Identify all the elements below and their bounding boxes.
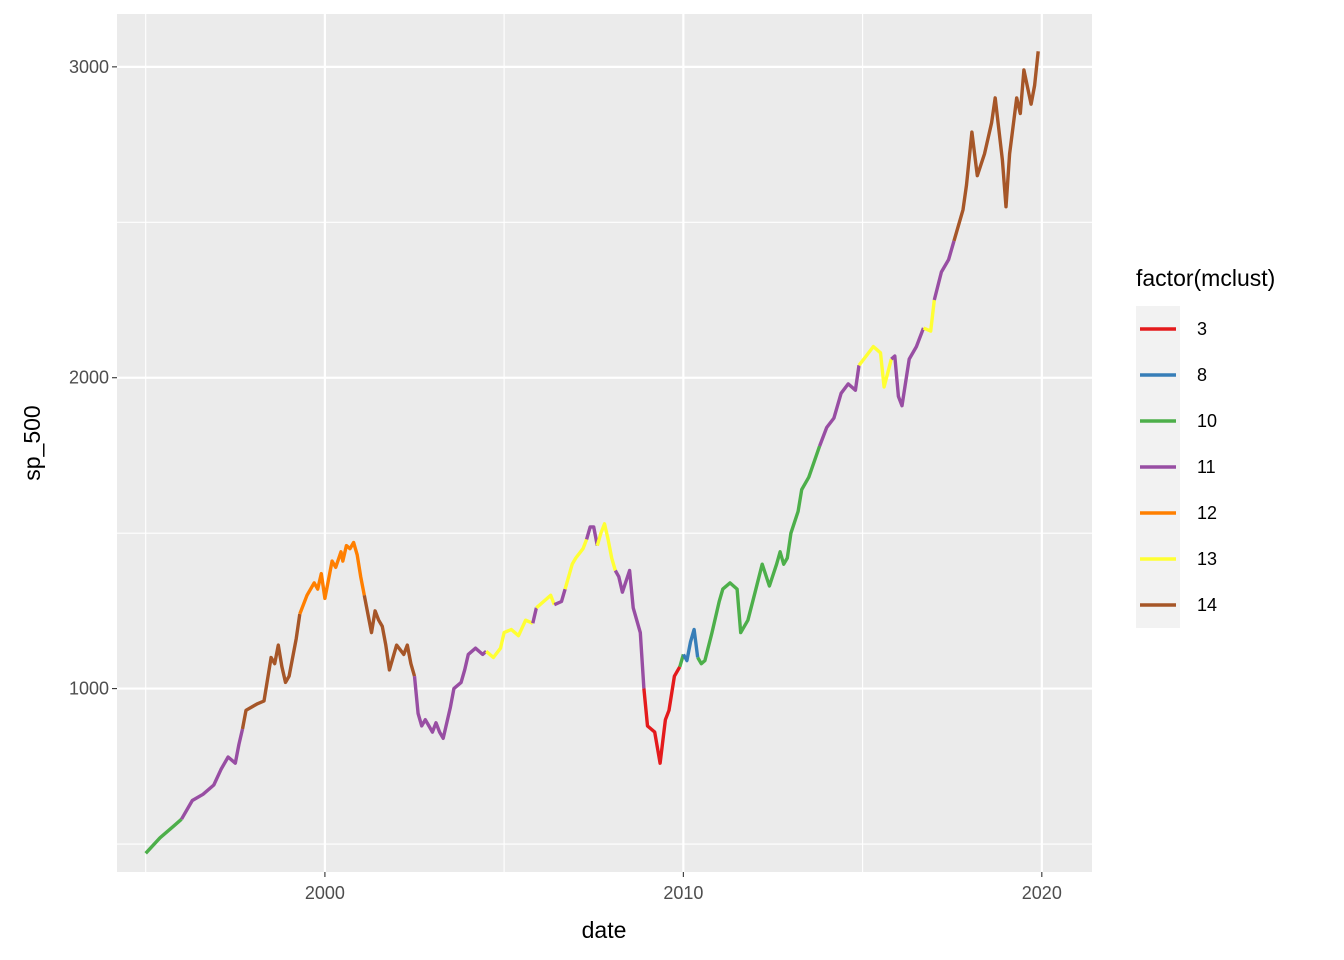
- series-line-cluster-13: [857, 344, 893, 389]
- legend: factor(mclust) 3 8 10 11 12 13 14: [1136, 265, 1275, 628]
- series-line-cluster-10: [144, 817, 183, 855]
- series-line-cluster-11: [932, 240, 956, 301]
- series-line-cluster-11: [412, 646, 488, 740]
- series-line-cluster-11: [553, 588, 567, 607]
- legend-label-12: 12: [1197, 503, 1217, 523]
- series-line-cluster-3: [642, 665, 682, 765]
- y-axis: 1000 2000 3000: [69, 57, 117, 699]
- series-line-cluster-13: [595, 522, 617, 571]
- series-line-cluster-11: [180, 728, 245, 821]
- x-axis: 2000 2010 2020: [305, 872, 1062, 903]
- legend-title: factor(mclust): [1136, 265, 1275, 291]
- legend-label-10: 10: [1197, 411, 1217, 431]
- series-line-cluster-14: [952, 51, 1040, 242]
- series-line-cluster-11: [584, 525, 599, 546]
- series-line-cluster-8: [681, 627, 700, 663]
- y-tick-label: 1000: [69, 679, 109, 699]
- legend-label-8: 8: [1197, 365, 1207, 385]
- major-gridlines: [117, 14, 1092, 872]
- y-tick-label: 3000: [69, 57, 109, 77]
- legend-label-11: 11: [1197, 457, 1216, 477]
- series-lines: [144, 51, 1040, 855]
- series-line-cluster-11: [531, 607, 539, 624]
- plot-panel: [117, 14, 1092, 872]
- x-tick-label: 2010: [663, 883, 703, 903]
- series-line-cluster-11: [890, 327, 926, 408]
- x-tick-label: 2020: [1022, 883, 1062, 903]
- x-tick-label: 2000: [305, 883, 345, 903]
- legend-label-14: 14: [1197, 595, 1217, 615]
- series-line-cluster-10: [696, 445, 822, 666]
- series-line-cluster-11: [818, 365, 861, 447]
- series-line-cluster-13: [485, 618, 534, 660]
- y-tick-label: 2000: [69, 368, 109, 388]
- series-line-cluster-13: [563, 538, 589, 590]
- legend-label-13: 13: [1197, 549, 1217, 569]
- y-axis-title: sp_500: [19, 405, 45, 480]
- series-line-cluster-14: [240, 613, 302, 730]
- series-line-cluster-14: [362, 594, 417, 677]
- series-line-cluster-11: [613, 568, 646, 689]
- series-line-cluster-12: [298, 540, 366, 615]
- series-line-cluster-13: [535, 593, 556, 610]
- series-line-cluster-13: [922, 299, 936, 333]
- x-axis-title: date: [582, 917, 627, 943]
- legend-label-3: 3: [1197, 319, 1207, 339]
- minor-gridlines: [117, 14, 1092, 872]
